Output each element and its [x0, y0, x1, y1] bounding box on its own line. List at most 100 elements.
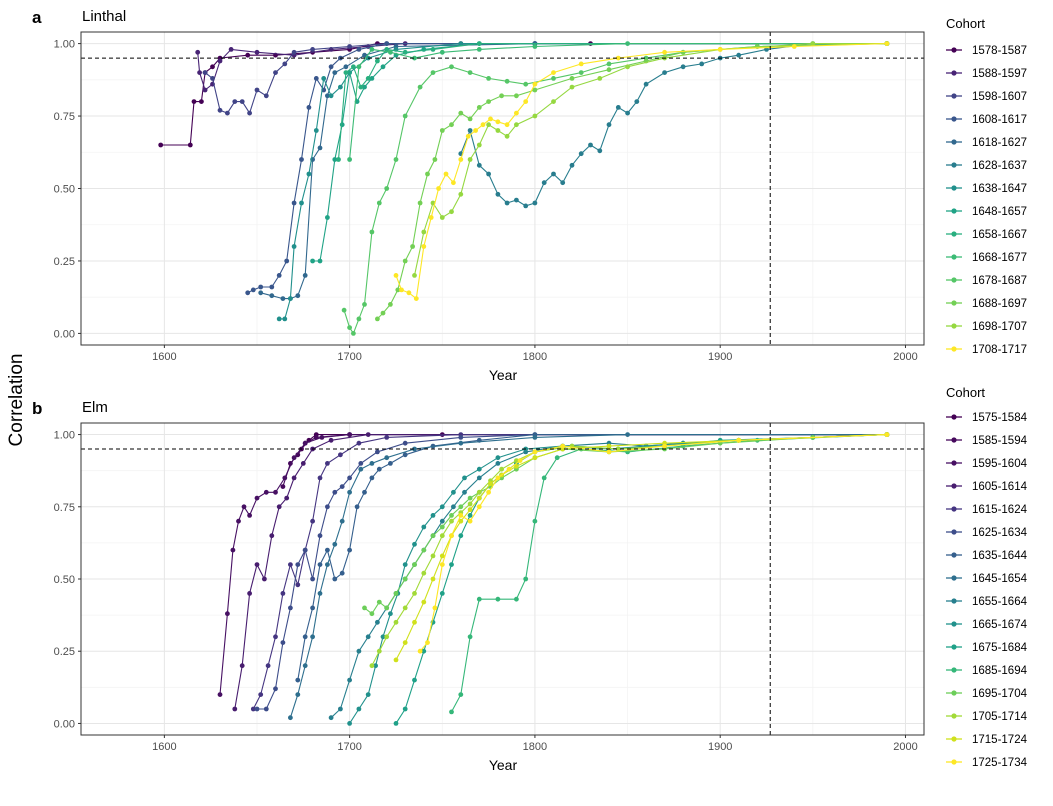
panel-a-data-point [202, 87, 208, 93]
panel-a-data-point [338, 84, 343, 90]
panel-a-data-point [306, 171, 312, 177]
panel-b-data-point [412, 677, 417, 683]
panel-a-data-point [210, 76, 215, 81]
panel-a-data-point [228, 47, 234, 52]
panel-b-data-point [217, 692, 223, 697]
panel-a-data-point [476, 41, 482, 46]
panel-b-series-line [330, 434, 887, 719]
panel-a-data-point [421, 244, 427, 249]
panel-a-data-point [884, 41, 890, 46]
panel-b-data-point [373, 663, 378, 669]
panel-a-data-point [288, 296, 293, 301]
panel-a-data-point [439, 215, 445, 220]
panel-a-data-point [369, 76, 375, 81]
panel-b-data-point [412, 562, 417, 567]
panel-a-data-point [486, 122, 491, 128]
panel-b-data-point [467, 501, 473, 507]
panel-b-data-point [393, 721, 399, 726]
panel-b-data-point [310, 605, 315, 611]
panel-b-data-point [317, 475, 323, 481]
panel-a-series-1588-1597 [195, 41, 890, 93]
panel-b-legend-swatch-dot [951, 575, 957, 581]
panel-b-data-point [310, 634, 315, 640]
panel-b-data-point [506, 466, 512, 472]
panel-a-data-point [560, 180, 566, 186]
panel-b-title: Elm [82, 399, 108, 416]
panel-b-data-point [514, 596, 519, 602]
panel-a-data-point [569, 76, 575, 81]
panel-b-data-point [258, 692, 264, 697]
panel-a-series-line [279, 43, 887, 320]
panel-b-legend-item: 1675-1684 [946, 642, 1028, 654]
panel-a-legend-label: 1698-1707 [972, 321, 1027, 333]
panel-b-data-point [362, 489, 367, 495]
panel-b-data-point [339, 518, 345, 524]
panel-b-data-point [451, 489, 456, 495]
panel-a-data-point [310, 258, 315, 264]
panel-a-data-point [430, 47, 436, 52]
panel-a-data-point [436, 186, 441, 191]
panel-b-plot-border [80, 422, 925, 736]
panel-b-legend-swatch-dot [951, 460, 957, 466]
panel-b-series-1685-1694 [449, 432, 890, 715]
panel-b-data-point [236, 518, 241, 524]
panel-b-series-1695-1704 [362, 432, 890, 617]
panel-a-data-point [680, 49, 686, 55]
panel-a-data-point [458, 157, 464, 162]
panel-a-data-point [615, 55, 621, 61]
panel-b-data-point [317, 533, 323, 539]
panel-a-legend-swatch-dot [951, 162, 957, 168]
panel-a-data-point [339, 122, 345, 128]
panel-b-legend-item: 1695-1704 [946, 688, 1028, 700]
panel-b-x-tick-label: 1800 [523, 741, 547, 753]
panel-a-data-point [202, 70, 208, 75]
panel-b-data-point [449, 513, 454, 518]
panel-a-data-point [299, 157, 304, 162]
panel-b-data-point [458, 440, 464, 446]
panel-a-plot-border [80, 31, 925, 346]
panel-b-data-point [358, 461, 364, 466]
panel-b-data-point [615, 446, 621, 452]
panel-b-data-point [467, 634, 473, 640]
panel-a-data-point [504, 122, 510, 128]
panel-b-data-point [625, 432, 630, 437]
panel-b-legend-item: 1595-1604 [946, 458, 1028, 470]
panel-b-data-point [347, 475, 352, 481]
panel-a-legend-label: 1578-1587 [972, 45, 1027, 57]
panel-b-data-point [354, 504, 360, 510]
panel-a-series-line [337, 43, 887, 160]
panel-b-series-line [364, 434, 887, 615]
panel-b-data-point [432, 605, 438, 611]
panel-b-data-point [736, 437, 742, 443]
panel-b-data-point [532, 449, 538, 455]
panel-b-data-point [476, 504, 482, 510]
panel-a-data-point [310, 47, 315, 52]
panel-a-data-point [615, 105, 621, 110]
panel-a-data-point [467, 157, 473, 162]
panel-a-series-1708-1717 [393, 41, 890, 301]
panel-a-data-point [439, 49, 445, 55]
panel-a-data-point [245, 52, 251, 58]
panel-b-series-line [297, 434, 887, 681]
panel-a-data-point [280, 296, 286, 301]
panel-b-data-point [532, 435, 538, 440]
panel-b-data-point [288, 715, 293, 721]
panel-a-data-point [328, 93, 334, 99]
panel-b-series-line [289, 434, 887, 718]
panel-a-legend-label: 1658-1667 [972, 229, 1027, 241]
panel-b-data-point [462, 475, 467, 481]
panel-b-data-point [393, 657, 399, 663]
panel-a-series-line [377, 43, 887, 320]
panel-b-legend-swatch-dot [951, 759, 957, 765]
panel-a-data-point [254, 87, 260, 93]
panel-b-series-1655-1664 [328, 432, 890, 721]
panel-b-legend-label: 1715-1724 [972, 734, 1028, 746]
panel-a-data-point [597, 76, 603, 81]
panel-a-data-point [263, 93, 269, 99]
panel-b-data-point [421, 599, 427, 605]
panel-a-data-point [356, 316, 362, 322]
panel-a-data-point [606, 122, 612, 128]
panel-b-series-1595-1604 [217, 432, 890, 697]
panel-b-legend-label: 1695-1704 [972, 688, 1028, 700]
panel-a-data-point [317, 145, 323, 151]
